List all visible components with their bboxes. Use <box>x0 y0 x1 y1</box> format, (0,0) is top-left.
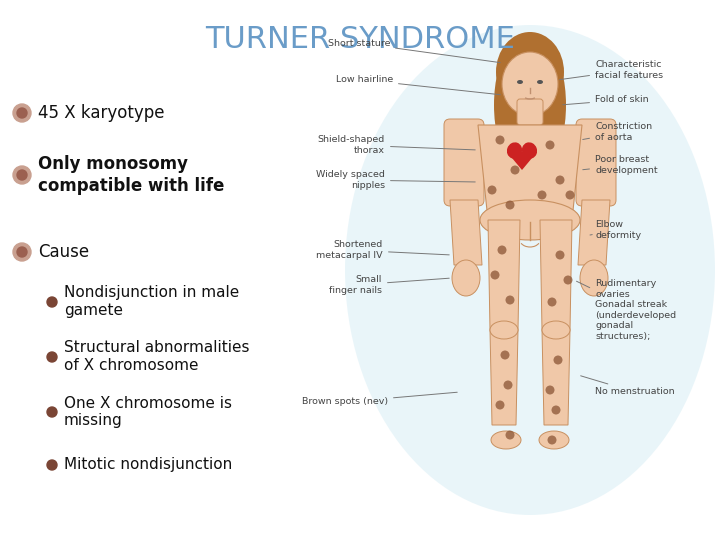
Text: Shortened
metacarpal IV: Shortened metacarpal IV <box>316 240 449 260</box>
Circle shape <box>495 401 505 409</box>
Ellipse shape <box>480 200 580 240</box>
Circle shape <box>47 352 57 362</box>
Circle shape <box>505 200 515 210</box>
Circle shape <box>17 170 27 180</box>
Circle shape <box>498 246 506 254</box>
Text: Shield-shaped
thorax: Shield-shaped thorax <box>318 136 475 154</box>
FancyBboxPatch shape <box>576 119 616 206</box>
Text: Constriction
of aorta: Constriction of aorta <box>582 122 652 141</box>
Ellipse shape <box>537 80 543 84</box>
Ellipse shape <box>345 25 715 515</box>
Circle shape <box>17 108 27 118</box>
Ellipse shape <box>539 431 569 449</box>
Circle shape <box>500 350 510 360</box>
Text: Structural abnormalities
of X chromosome: Structural abnormalities of X chromosome <box>64 341 250 374</box>
FancyBboxPatch shape <box>517 99 543 125</box>
Text: Elbow
deformity: Elbow deformity <box>590 220 641 240</box>
Circle shape <box>13 104 31 122</box>
Circle shape <box>547 298 557 307</box>
Text: TURNER SYNDROME: TURNER SYNDROME <box>205 25 515 54</box>
Circle shape <box>17 247 27 257</box>
Circle shape <box>554 355 562 364</box>
Text: Short stature: Short stature <box>328 38 500 63</box>
Circle shape <box>556 251 564 260</box>
Text: 45 X karyotype: 45 X karyotype <box>38 104 164 122</box>
Text: Widely spaced
nipples: Widely spaced nipples <box>316 170 475 190</box>
Ellipse shape <box>502 52 558 116</box>
Ellipse shape <box>496 32 564 112</box>
Ellipse shape <box>538 57 566 152</box>
Circle shape <box>495 136 505 145</box>
Text: One X chromosome is
missing: One X chromosome is missing <box>64 395 232 429</box>
Polygon shape <box>488 220 520 330</box>
Polygon shape <box>540 220 572 330</box>
Text: Rudimentary
ovaries
Gonadal streak
(underdeveloped
gonadal
structures);: Rudimentary ovaries Gonadal streak (unde… <box>577 280 676 341</box>
Circle shape <box>47 407 57 417</box>
Ellipse shape <box>580 260 608 296</box>
Text: Mitotic nondisjunction: Mitotic nondisjunction <box>64 457 233 472</box>
Circle shape <box>490 271 500 280</box>
Circle shape <box>565 191 575 199</box>
Circle shape <box>503 381 513 389</box>
Circle shape <box>47 297 57 307</box>
Text: Brown spots (nev): Brown spots (nev) <box>302 392 457 407</box>
Circle shape <box>487 186 497 194</box>
Circle shape <box>538 191 546 199</box>
Circle shape <box>13 166 31 184</box>
FancyBboxPatch shape <box>444 119 484 206</box>
Circle shape <box>556 176 564 185</box>
Circle shape <box>546 140 554 150</box>
Text: Poor breast
development: Poor breast development <box>582 156 657 175</box>
Circle shape <box>547 435 557 444</box>
Ellipse shape <box>517 80 523 84</box>
Polygon shape <box>478 125 582 220</box>
Text: Characteristic
facial features: Characteristic facial features <box>559 60 663 80</box>
Text: Only monosomy
compatible with life: Only monosomy compatible with life <box>38 156 225 195</box>
Polygon shape <box>507 152 537 170</box>
Circle shape <box>47 460 57 470</box>
Polygon shape <box>490 330 518 425</box>
Polygon shape <box>578 200 610 265</box>
Polygon shape <box>542 330 570 425</box>
Text: Nondisjunction in male
gamete: Nondisjunction in male gamete <box>64 286 239 319</box>
Text: Cause: Cause <box>38 243 89 261</box>
Ellipse shape <box>452 260 480 296</box>
Circle shape <box>546 386 554 395</box>
Text: Small
finger nails: Small finger nails <box>329 275 449 295</box>
Ellipse shape <box>491 431 521 449</box>
Circle shape <box>552 406 560 415</box>
Ellipse shape <box>507 143 522 159</box>
Circle shape <box>505 295 515 305</box>
Polygon shape <box>450 200 482 265</box>
Circle shape <box>564 275 572 285</box>
Ellipse shape <box>522 143 537 159</box>
Circle shape <box>505 430 515 440</box>
Text: Fold of skin: Fold of skin <box>563 96 649 105</box>
Text: Low hairline: Low hairline <box>336 76 500 94</box>
Ellipse shape <box>494 57 522 152</box>
Circle shape <box>510 165 520 174</box>
Circle shape <box>13 243 31 261</box>
Ellipse shape <box>490 321 518 339</box>
Ellipse shape <box>542 321 570 339</box>
Text: No menstruation: No menstruation <box>580 376 675 396</box>
